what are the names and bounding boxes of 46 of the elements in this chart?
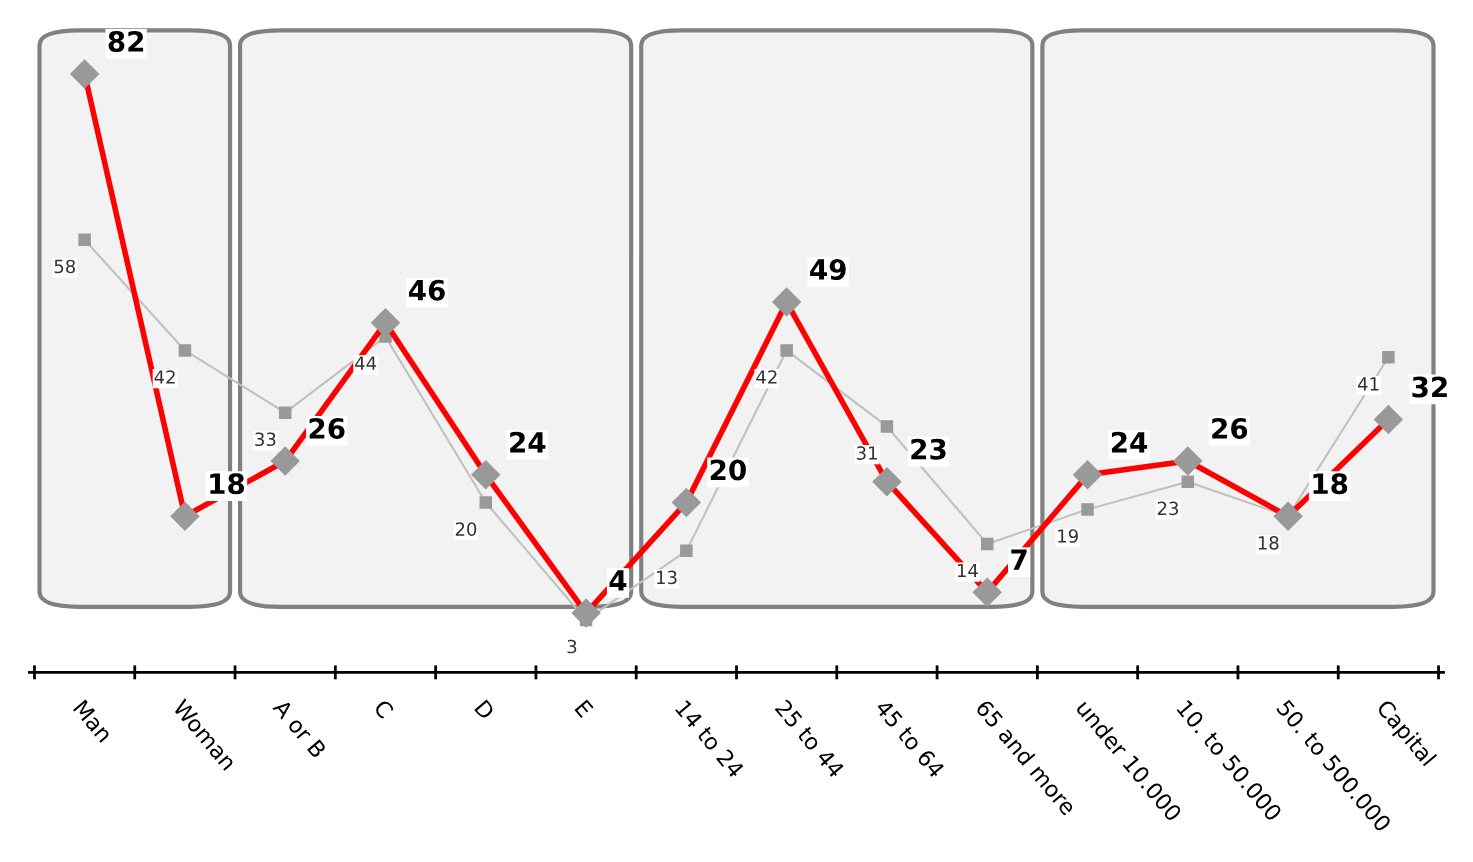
data-label: 7: [1011, 549, 1027, 570]
data-label: 24: [510, 431, 546, 453]
data-label: 24: [1111, 431, 1148, 453]
data-label: 3: [567, 639, 577, 654]
data-label: 18: [1258, 536, 1279, 550]
data-label: 26: [1212, 417, 1248, 439]
x-tick-label: 14 to 24: [674, 699, 746, 779]
data-label: 42: [154, 370, 175, 384]
point: [278, 406, 292, 419]
data-label: 41: [1357, 377, 1379, 391]
data-label: 42: [756, 370, 777, 384]
data-label: 31: [857, 446, 877, 460]
point: [680, 544, 693, 558]
point: [980, 537, 994, 551]
data-label: 4: [609, 570, 627, 591]
point: [78, 233, 91, 247]
data-label: 33: [255, 432, 276, 447]
data-label: 46: [408, 279, 445, 301]
point: [178, 344, 192, 357]
x-tick-label: C: [373, 698, 395, 720]
x-tick-label: E: [574, 699, 594, 718]
point: [479, 496, 493, 509]
data-label: 26: [309, 417, 345, 439]
data-label: 49: [810, 259, 846, 281]
point: [1382, 351, 1395, 364]
data-label: 82: [108, 30, 144, 52]
point: [1081, 503, 1094, 516]
point: [880, 420, 894, 433]
data-label: 19: [1058, 529, 1078, 543]
data-label: 20: [455, 522, 477, 536]
data-label: 23: [1157, 501, 1179, 516]
point: [1181, 475, 1195, 488]
data-label: 44: [355, 356, 377, 370]
data-label: 32: [1412, 376, 1447, 398]
data-label: 20: [710, 459, 746, 481]
data-label: 13: [657, 570, 677, 585]
data-label: 18: [1313, 473, 1348, 495]
data-label: 14: [957, 563, 978, 578]
point: [780, 344, 793, 357]
x-tick-label: A or B: [272, 697, 327, 759]
x-tick-label: D: [474, 699, 496, 721]
x-tick-label: 25 to 44: [774, 698, 846, 779]
data-label: 58: [54, 259, 76, 274]
data-label: 18: [210, 473, 245, 495]
x-tick-label: 45 to 64: [874, 698, 946, 779]
data-label: 23: [911, 438, 946, 460]
